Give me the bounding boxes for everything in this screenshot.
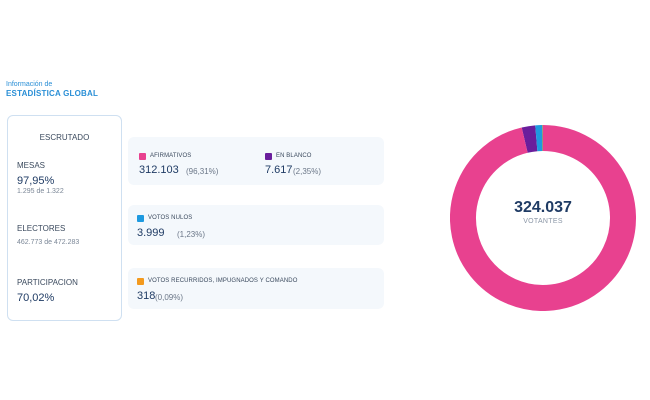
afirmativos-value: 312.103 — [139, 164, 179, 176]
afirmativos-percent: (96,31%) — [186, 167, 219, 176]
en-blanco-value: 7.617 — [265, 164, 293, 176]
section-header: Información de ESTADÍSTICA GLOBAL — [6, 80, 98, 99]
donut-total: 324.037 — [514, 199, 572, 216]
nulos-swatch — [137, 215, 144, 222]
votes-card-nulos: VOTOS NULOS 3.999 (1,23%) — [128, 205, 384, 245]
participacion-label: PARTICIPACION — [17, 278, 78, 287]
recurridos-percent: (0,09%) — [155, 293, 184, 302]
section-subtitle: Información de — [6, 81, 53, 88]
electores-detail: 462.773 de 472.283 — [17, 239, 80, 246]
recurridos-swatch — [137, 278, 144, 285]
escrutado-card: ESCRUTADO MESAS 97,95% 1.295 de 1.322 EL… — [7, 115, 122, 321]
votes-card-recurridos: VOTOS RECURRIDOS, IMPUGNADOS Y COMANDO 3… — [128, 268, 384, 309]
afirmativos-swatch — [139, 153, 146, 160]
donut-segment-afirmativos — [450, 125, 636, 311]
mesas-label: MESAS — [17, 161, 46, 170]
en-blanco-percent: (2,35%) — [293, 167, 322, 176]
votantes-donut-chart — [450, 124, 636, 311]
escrutado-title: ESCRUTADO — [39, 133, 90, 142]
afirmativos-label: AFIRMATIVOS — [150, 153, 192, 159]
electores-label: ELECTORES — [17, 224, 66, 233]
donut-segment-en_blanco — [521, 125, 538, 153]
participacion-value: 70,02% — [17, 292, 55, 304]
en-blanco-label: EN BLANCO — [276, 153, 312, 159]
section-title: ESTADÍSTICA GLOBAL — [6, 89, 99, 98]
donut-caption: VOTANTES — [523, 218, 563, 225]
recurridos-label: VOTOS RECURRIDOS, IMPUGNADOS Y COMANDO — [148, 278, 298, 284]
votes-card-main: AFIRMATIVOS 312.103 (96,31%) EN BLANCO 7… — [128, 137, 384, 185]
mesas-detail: 1.295 de 1.322 — [17, 188, 64, 195]
nulos-label: VOTOS NULOS — [148, 215, 193, 221]
nulos-value: 3.999 — [137, 227, 165, 239]
mesas-value: 97,95% — [17, 175, 55, 187]
recurridos-value: 318 — [137, 290, 156, 302]
en-blanco-swatch — [265, 153, 272, 160]
donut-svg — [450, 124, 636, 311]
nulos-percent: (1,23%) — [177, 230, 206, 239]
